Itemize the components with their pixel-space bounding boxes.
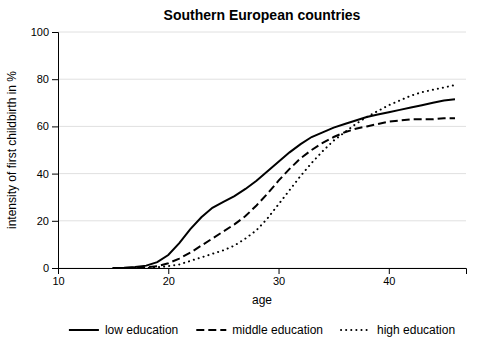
- legend-swatch: [196, 329, 226, 331]
- legend-label: high education: [377, 323, 455, 337]
- legend-label: low education: [105, 323, 178, 337]
- tick: 100: [31, 26, 58, 38]
- series-line: [113, 118, 455, 268]
- tick-mark: [52, 221, 58, 222]
- legend: low education middle education high educat…: [69, 323, 455, 337]
- tick-label: 40: [37, 168, 49, 180]
- legend-swatch: [341, 329, 371, 331]
- tick-label: 60: [37, 120, 49, 132]
- tick-label: 0: [43, 262, 49, 274]
- grid-line: [58, 173, 466, 174]
- tick: 20: [37, 215, 58, 227]
- legend-item: high education: [341, 323, 455, 337]
- grid: [58, 32, 466, 268]
- tick: 10: [52, 268, 64, 287]
- tick-mark: [52, 268, 58, 269]
- grid-line: [58, 32, 466, 33]
- title: Southern European countries: [164, 7, 361, 23]
- lines: [113, 85, 455, 268]
- tick-mark: [389, 268, 390, 274]
- tick-mark: [168, 268, 169, 274]
- tick-label: 20: [37, 215, 49, 227]
- tick-label: 30: [273, 275, 285, 287]
- tick-label: 40: [383, 275, 395, 287]
- axis-line: [52, 33, 59, 269]
- plot: 10 20 30 40 0 20 40 60 80 100: [31, 26, 467, 287]
- legend-item: middle education: [196, 323, 323, 337]
- tick: 0: [43, 262, 58, 274]
- y-axis: 0 20 40 60 80 100: [31, 26, 59, 274]
- tick-label: 20: [163, 275, 175, 287]
- series-line: [113, 99, 455, 268]
- y-axis-title: intensity of first childbirth in %: [5, 71, 19, 229]
- tick: 60: [37, 120, 58, 132]
- axis-line: [59, 269, 467, 275]
- tick: 40: [383, 268, 395, 287]
- tick-label: 80: [37, 73, 49, 85]
- tick: 40: [37, 168, 58, 180]
- tick: 30: [273, 268, 285, 287]
- grid-line: [58, 126, 466, 127]
- tick-label: 10: [52, 275, 64, 287]
- grid-line: [58, 220, 466, 221]
- tick-mark: [52, 79, 58, 80]
- tick-label: 100: [31, 26, 49, 38]
- series-line: [113, 85, 455, 268]
- legend-swatch: [69, 329, 99, 331]
- grid-line: [58, 79, 466, 80]
- tick: 80: [37, 73, 58, 85]
- chart: 10 20 30 40 0 20 40 60 80 100 Southern European co…: [0, 0, 484, 350]
- x-axis: 10 20 30 40: [52, 268, 466, 287]
- x-axis-title: age: [252, 293, 272, 307]
- legend-item: low education: [69, 323, 178, 337]
- tick: 20: [163, 268, 175, 287]
- tick-mark: [52, 174, 58, 175]
- tick-mark: [52, 32, 58, 33]
- legend-label: middle education: [232, 323, 323, 337]
- tick-mark: [279, 268, 280, 274]
- tick-mark: [52, 126, 58, 127]
